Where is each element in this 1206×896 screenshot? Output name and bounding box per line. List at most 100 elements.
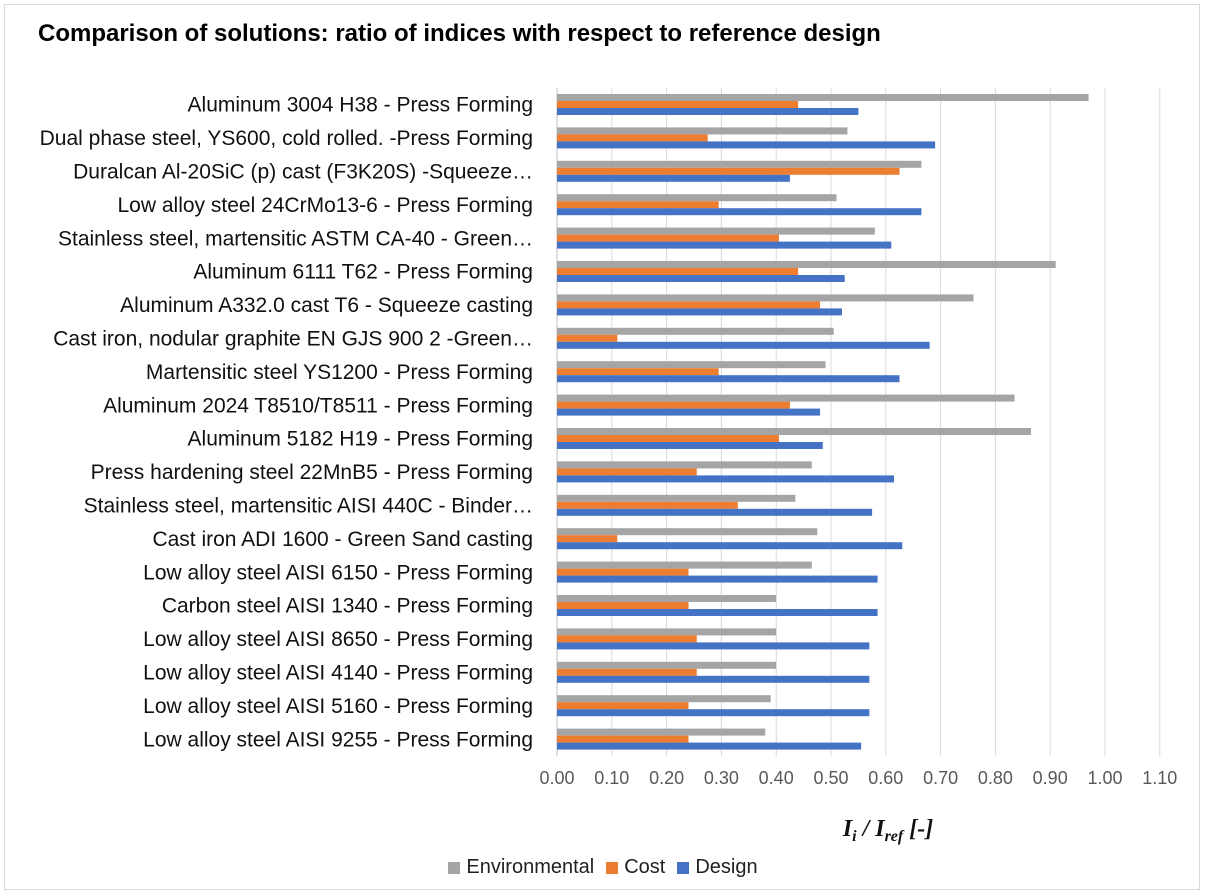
bar-design — [557, 241, 892, 249]
legend-item-cost: Cost — [606, 856, 665, 879]
bar-environmental — [557, 661, 777, 669]
category-label: Low alloy steel AISI 5160 - Press Formin… — [143, 695, 533, 718]
bar-cost — [557, 101, 799, 108]
legend-swatch-design — [677, 861, 690, 874]
category-label: Aluminum 2024 T8510/T8511 - Press Formin… — [103, 394, 533, 417]
bar-environmental — [557, 294, 974, 302]
bar-design — [557, 542, 903, 550]
x-tick-label: 1.10 — [1142, 768, 1177, 788]
bar-design — [557, 375, 900, 383]
bar-cost — [557, 635, 697, 643]
category-label: Aluminum 3004 H38 - Press Forming — [188, 94, 533, 117]
category-label: Stainless steel, martensitic ASTM CA-40 … — [58, 227, 533, 250]
x-tick-label: 0.60 — [868, 768, 903, 788]
category-label: Dual phase steel, YS600, cold rolled. -P… — [40, 127, 533, 150]
bar-design — [557, 341, 930, 349]
bar-environmental — [557, 394, 1015, 402]
bar-environmental — [557, 728, 766, 736]
bar-design — [557, 275, 845, 282]
category-label: Stainless steel, martensitic AISI 440C -… — [84, 495, 533, 518]
bar-design — [557, 508, 873, 516]
bar-environmental — [557, 361, 826, 369]
bar-cost — [557, 234, 779, 242]
x-tick-label: 0.50 — [813, 768, 848, 788]
x-axis-title-sub2: ref — [885, 828, 905, 845]
x-tick-label: 0.80 — [978, 768, 1013, 788]
bar-design — [557, 442, 823, 449]
bar-cost — [557, 167, 900, 175]
bar-cost — [557, 468, 697, 476]
bar-design — [557, 408, 821, 416]
bars — [557, 94, 1089, 750]
x-tick-label: 0.00 — [539, 768, 574, 788]
bar-cost — [557, 602, 689, 609]
bar-cost — [557, 301, 821, 309]
bar-design — [557, 308, 842, 316]
bar-environmental — [557, 261, 1056, 268]
category-label: Aluminum 6111 T62 - Press Forming — [193, 261, 533, 284]
category-label: Cast iron, nodular graphite EN GJS 900 2… — [53, 328, 533, 351]
bar-design — [557, 141, 936, 149]
category-label: Carbon steel AISI 1340 - Press Forming — [162, 595, 533, 618]
category-labels: Aluminum 3004 H38 - Press Forming Dual ph… — [40, 94, 533, 752]
bar-design — [557, 742, 862, 750]
bar-environmental — [557, 561, 812, 569]
category-label: Duralcan Al-20SiC (p) cast (F3K20S) -Squ… — [73, 161, 533, 184]
bar-cost — [557, 735, 689, 743]
x-tick-label: 0.10 — [594, 768, 629, 788]
bar-cost — [557, 435, 779, 442]
bar-environmental — [557, 194, 837, 202]
bar-cost — [557, 368, 719, 376]
bar-cost — [557, 201, 719, 209]
bar-environmental — [557, 227, 875, 235]
category-label: Low alloy steel AISI 4140 - Press Formin… — [143, 662, 533, 685]
x-axis-title-mid: / I — [857, 816, 887, 842]
legend: Environmental Cost Design — [0, 856, 1206, 879]
bar-environmental — [557, 695, 771, 703]
bar-environmental — [557, 461, 812, 469]
bar-design — [557, 575, 878, 583]
bar-environmental — [557, 160, 922, 168]
legend-label-cost: Cost — [624, 856, 666, 878]
category-label: Aluminum A332.0 cast T6 - Squeeze castin… — [120, 294, 533, 317]
category-label: Cast iron ADI 1600 - Green Sand casting — [152, 528, 533, 551]
bar-cost — [557, 401, 790, 409]
bar-cost — [557, 702, 689, 710]
x-axis-title-main: I — [842, 816, 854, 842]
bar-environmental — [557, 94, 1089, 101]
category-label: Martensitic steel YS1200 - Press Forming — [146, 361, 533, 384]
bar-cost — [557, 134, 708, 142]
bar-design — [557, 108, 859, 115]
legend-swatch-environmental — [448, 861, 461, 874]
legend-item-design: Design — [677, 856, 758, 879]
bar-design — [557, 475, 895, 483]
legend-swatch-cost — [606, 861, 619, 874]
bar-design — [557, 208, 922, 216]
x-tick-label: 0.90 — [1033, 768, 1068, 788]
bar-cost — [557, 568, 689, 576]
bar-design — [557, 709, 870, 717]
x-axis-title-end: [-] — [903, 816, 933, 842]
legend-item-environmental: Environmental — [448, 856, 594, 879]
bar-design — [557, 609, 878, 616]
category-label: Aluminum 5182 H19 - Press Forming — [188, 428, 533, 451]
bar-environmental — [557, 595, 777, 602]
legend-label-environmental: Environmental — [466, 856, 595, 878]
chart-title: Comparison of solutions: ratio of indice… — [38, 20, 881, 47]
bar-design — [557, 174, 790, 182]
bar-cost — [557, 668, 697, 676]
bar-design — [557, 675, 870, 683]
category-label: Low alloy steel AISI 6150 - Press Formin… — [143, 561, 533, 584]
bar-environmental — [557, 428, 1032, 435]
x-tick-label: 0.20 — [649, 768, 684, 788]
bar-cost — [557, 501, 738, 509]
category-label: Low alloy steel 24CrMo13-6 - Press Formi… — [118, 194, 534, 217]
bar-environmental — [557, 327, 834, 335]
bar-design — [557, 642, 870, 650]
category-label: Press hardening steel 22MnB5 - Press For… — [91, 461, 533, 484]
grid-lines — [556, 88, 1161, 756]
x-tick-label: 0.70 — [923, 768, 958, 788]
x-axis-title-sub1: i — [852, 828, 857, 845]
bar-cost — [557, 268, 799, 275]
